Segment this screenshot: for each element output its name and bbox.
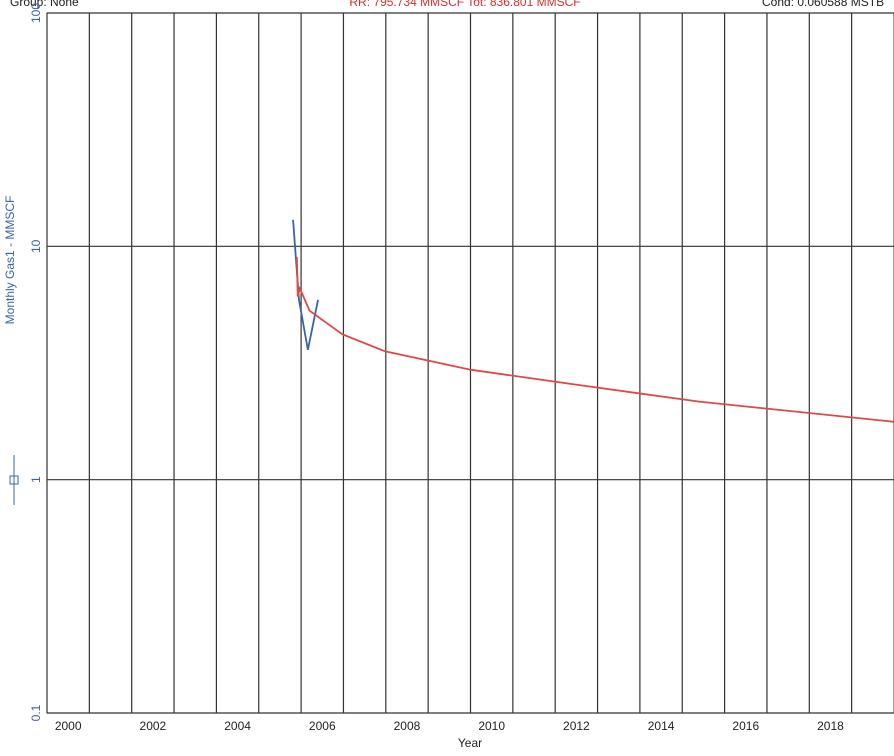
y-tick-label: 1 (29, 476, 43, 483)
x-axis-label: Year (458, 736, 482, 750)
x-tick-label: 2008 (394, 719, 421, 733)
group-label: Group: None (10, 0, 79, 9)
y-tick-label: 0.1 (29, 704, 43, 721)
x-tick-label: 2018 (817, 719, 844, 733)
y-axis-label: Monthly Gas1 - MMSCF (3, 196, 17, 325)
x-tick-label: 2012 (563, 719, 590, 733)
x-tick-label: 2010 (478, 719, 505, 733)
legend-marker (9, 455, 19, 505)
y-tick-label: 10 (29, 239, 43, 253)
x-tick-label: 2000 (55, 719, 82, 733)
x-tick-label: 2016 (732, 719, 759, 733)
series-line (292, 219, 319, 351)
x-tick-label: 2014 (648, 719, 675, 733)
series-line (295, 256, 894, 423)
x-tick-label: 2002 (140, 719, 167, 733)
x-tick-label: 2004 (224, 719, 251, 733)
totals-label: RR: 795.734 MMSCF Tot: 836.801 MMSCF (349, 0, 580, 9)
cond-label: Cond: 0.060588 MSTB (762, 0, 884, 9)
x-tick-label: 2006 (309, 719, 336, 733)
y-tick-label: 100 (29, 3, 43, 23)
